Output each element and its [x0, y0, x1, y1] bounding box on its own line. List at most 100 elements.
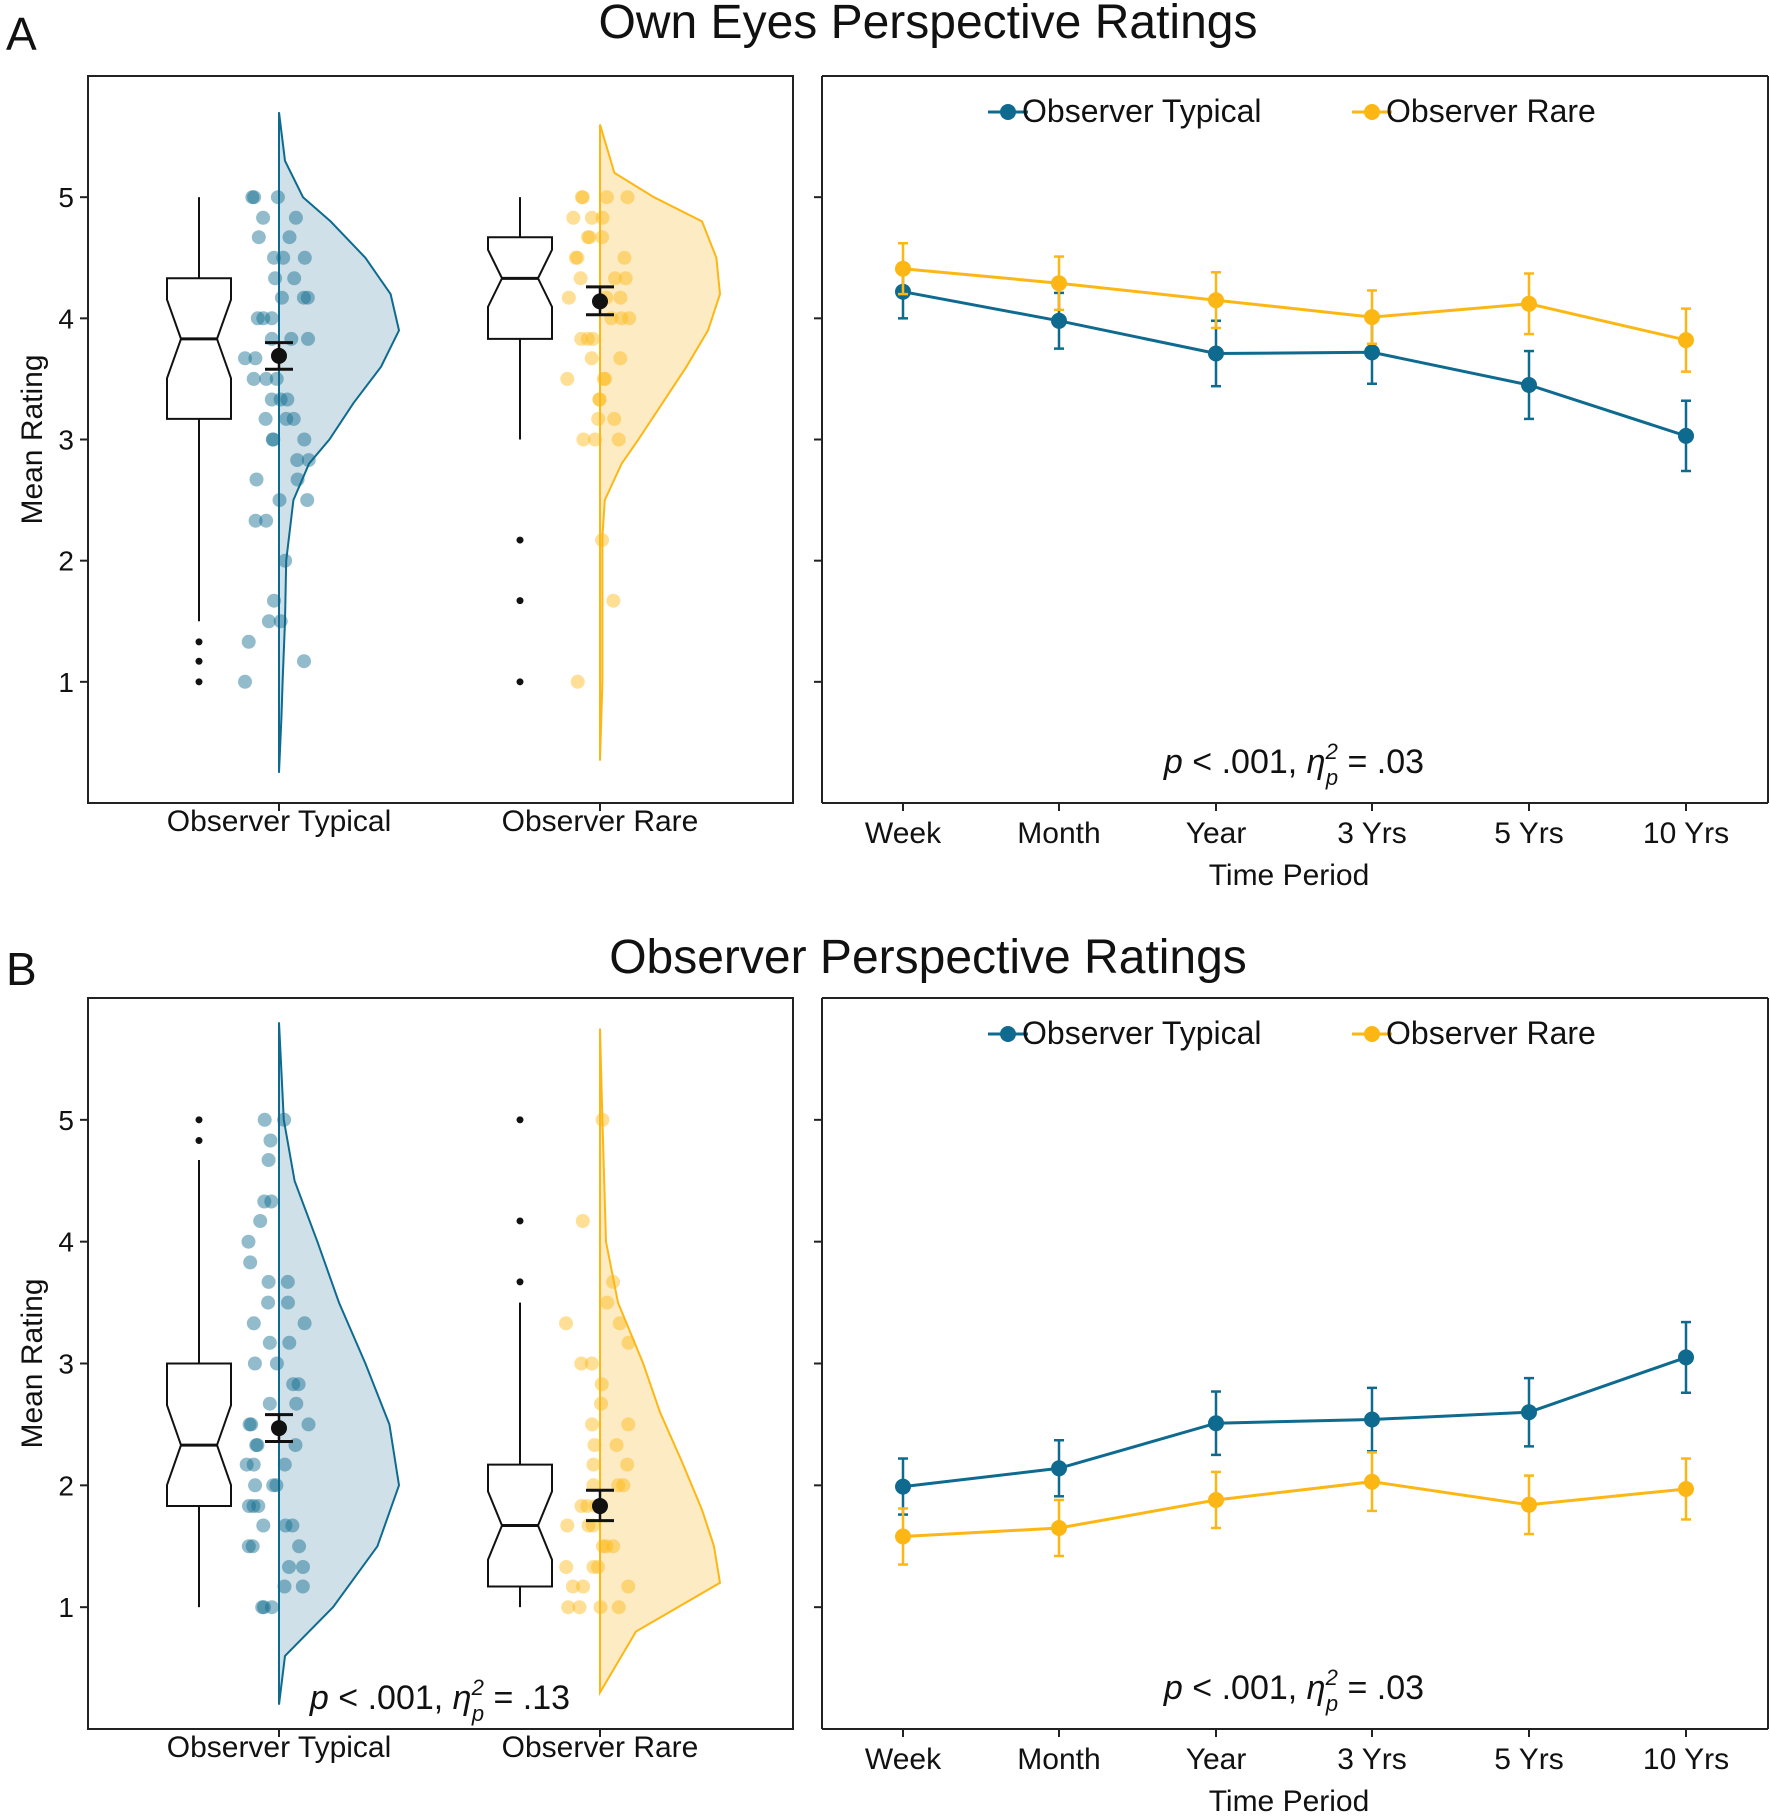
panel-A: A Own Eyes Perspective Ratings 1 2 3 4 5 Mean R…: [6, 0, 1769, 892]
legend-marker: [1000, 1026, 1016, 1042]
x-tick-label: Observer Rare: [502, 805, 699, 838]
data-point: [245, 1539, 260, 1554]
notched-box: [166, 1362, 232, 1507]
data-point: [256, 311, 271, 326]
data-point: [291, 1377, 306, 1392]
data-point: [573, 271, 588, 286]
y-axis-label: Mean Rating: [16, 354, 49, 524]
data-point: [621, 1335, 636, 1350]
data-point: [301, 453, 316, 468]
data-point: [599, 1539, 614, 1554]
data-point: [612, 1316, 627, 1331]
data-point: [606, 1539, 621, 1554]
series-point: [1364, 1411, 1380, 1428]
data-point: [290, 453, 305, 468]
data-point: [592, 392, 607, 407]
line-plot: Week Month Year 3 Yrs 5 Yrs 10 Yrs Time Period…: [814, 75, 1769, 892]
series-point: [1678, 1481, 1694, 1497]
box-outlier: [195, 638, 203, 646]
data-point: [584, 210, 599, 225]
annotation-part: 2: [1325, 1665, 1338, 1690]
data-point: [286, 411, 301, 426]
group-observer-typical: Observer Typical: [166, 112, 401, 838]
data-point: [243, 1255, 258, 1270]
x-tick-label: Week: [865, 817, 942, 850]
data-point: [261, 1274, 276, 1289]
data-point: [249, 1438, 264, 1453]
panel-letter: B: [6, 943, 37, 995]
legend-marker: [1000, 104, 1016, 120]
data-point: [566, 210, 581, 225]
data-point: [575, 1214, 590, 1228]
box-outlier: [195, 1137, 203, 1145]
data-point: [584, 351, 599, 366]
y-tick-label: 4: [58, 303, 74, 334]
notched-box: [487, 236, 553, 340]
data-point: [295, 1579, 310, 1594]
data-point: [596, 371, 611, 386]
data-point: [560, 1518, 575, 1533]
data-point: [301, 1417, 316, 1432]
data-point: [611, 1600, 626, 1615]
x-tick-label: Observer Typical: [167, 1731, 392, 1764]
data-point: [620, 190, 635, 205]
annotation-part: = .13: [484, 1679, 570, 1717]
data-point: [281, 1295, 295, 1310]
series-observer-rare: [895, 1451, 1694, 1566]
data-point: [258, 411, 273, 426]
data-point: [242, 1499, 256, 1513]
data-point: [297, 432, 312, 447]
data-point: [268, 271, 283, 286]
series-point: [1521, 1404, 1537, 1421]
legend-marker: [1364, 104, 1380, 120]
data-point: [265, 432, 280, 447]
x-tick-label: 5 Yrs: [1494, 817, 1563, 850]
data-point: [297, 654, 311, 669]
data-point: [592, 392, 607, 407]
annotation-part: η: [1307, 743, 1326, 781]
mean-point: [271, 1420, 287, 1437]
data-point: [296, 1560, 310, 1574]
data-point: [273, 614, 288, 629]
series-point: [1051, 1460, 1067, 1477]
box-outlier: [195, 1116, 203, 1124]
data-point: [574, 331, 589, 346]
x-tick-label: 3 Yrs: [1337, 1743, 1406, 1776]
data-point: [581, 230, 595, 245]
box-outlier: [195, 678, 203, 686]
annotation-part: η: [1307, 1669, 1326, 1707]
x-tick-label: Week: [865, 1743, 942, 1776]
data-point: [593, 1600, 608, 1615]
data-point: [585, 1417, 600, 1432]
data-point: [262, 1396, 277, 1411]
data-point: [278, 553, 293, 568]
x-axis-label: Time Period: [1209, 859, 1370, 892]
data-point: [561, 290, 576, 305]
data-point: [256, 210, 271, 225]
annotation-part: p: [1325, 765, 1338, 790]
x-tick-label: Year: [1186, 1743, 1247, 1776]
data-point: [617, 250, 632, 265]
data-point: [598, 371, 613, 386]
series-point: [1678, 427, 1694, 444]
data-point: [570, 250, 585, 265]
series-point: [1364, 1473, 1380, 1490]
data-point: [584, 1356, 599, 1371]
data-point: [595, 1112, 610, 1127]
annotation-part: p: [1163, 743, 1183, 781]
data-point: [607, 411, 622, 426]
series-line: [902, 1355, 1687, 1489]
series-point: [1364, 344, 1380, 361]
data-point: [286, 1377, 301, 1392]
data-point: [249, 472, 264, 487]
data-point: [238, 351, 252, 366]
data-point: [570, 674, 585, 689]
annotation-part: < .001,: [329, 1679, 453, 1717]
y-tick-label: 2: [58, 1470, 74, 1501]
panel-title: Own Eyes Perspective Ratings: [599, 0, 1258, 49]
x-tick-label: Month: [1017, 817, 1100, 850]
data-point: [287, 271, 302, 286]
data-point: [274, 290, 289, 305]
series-point: [1051, 1520, 1067, 1536]
data-point: [574, 190, 589, 205]
